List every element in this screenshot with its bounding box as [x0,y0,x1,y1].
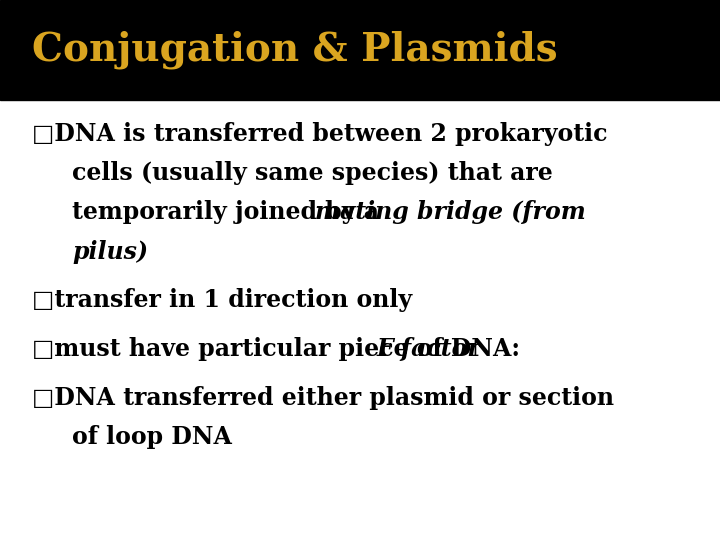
Text: □must have particular piece of DNA:: □must have particular piece of DNA: [32,337,528,361]
Text: □DNA is transferred between 2 prokaryotic: □DNA is transferred between 2 prokaryoti… [32,122,608,145]
Text: Conjugation & Plasmids: Conjugation & Plasmids [32,31,558,69]
Text: pilus): pilus) [72,240,148,264]
Text: mating bridge (from: mating bridge (from [315,200,586,224]
Text: of loop DNA: of loop DNA [72,425,232,449]
Text: cells (usually same species) that are: cells (usually same species) that are [72,161,553,185]
Text: □transfer in 1 direction only: □transfer in 1 direction only [32,288,413,312]
Bar [0,0,720,100]
Text: temporarily joined by a: temporarily joined by a [72,200,387,224]
Text: F factor: F factor [377,337,480,361]
Text: □DNA transferred either plasmid or section: □DNA transferred either plasmid or secti… [32,386,614,409]
